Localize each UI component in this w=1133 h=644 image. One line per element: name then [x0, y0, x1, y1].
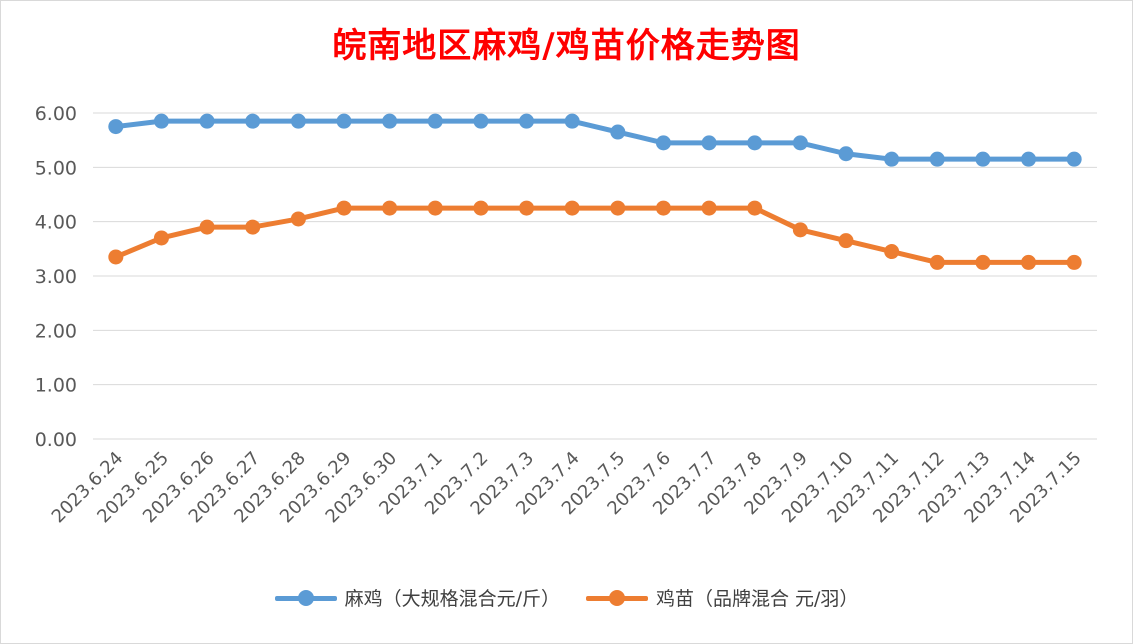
data-point[interactable]: [153, 113, 169, 129]
data-point[interactable]: [336, 113, 352, 129]
data-point[interactable]: [290, 113, 306, 129]
y-tick-label: 4.00: [35, 212, 77, 234]
series-2: [108, 200, 1082, 270]
data-point[interactable]: [747, 135, 763, 151]
data-point[interactable]: [1066, 151, 1082, 167]
data-point[interactable]: [382, 113, 398, 129]
data-point[interactable]: [473, 200, 489, 216]
series-1: [108, 113, 1082, 167]
data-point[interactable]: [838, 233, 854, 249]
data-point[interactable]: [108, 249, 124, 265]
y-axis-tick-labels: 0.00 1.00 2.00 3.00 4.00 5.00 6.00: [35, 103, 77, 451]
data-point[interactable]: [153, 230, 169, 246]
y-tick-label: 1.00: [35, 375, 77, 397]
data-point[interactable]: [975, 254, 991, 270]
series-lines: [108, 113, 1082, 270]
data-point[interactable]: [701, 200, 717, 216]
data-point[interactable]: [838, 146, 854, 162]
data-point[interactable]: [245, 219, 261, 235]
data-point[interactable]: [747, 200, 763, 216]
x-axis-tick-labels: 2023.6.242023.6.252023.6.262023.6.272023…: [48, 448, 1086, 528]
data-point[interactable]: [884, 244, 900, 260]
y-tick-label: 6.00: [35, 103, 77, 125]
data-point[interactable]: [655, 200, 671, 216]
data-point[interactable]: [519, 113, 535, 129]
data-point[interactable]: [290, 211, 306, 227]
chart-title: 皖南地区麻鸡/鸡苗价格走势图: [332, 26, 801, 66]
legend-label-series-1: 麻鸡（大规格混合元/斤）: [344, 588, 560, 610]
data-point[interactable]: [929, 254, 945, 270]
data-point[interactable]: [564, 113, 580, 129]
y-tick-label: 3.00: [35, 266, 77, 288]
series-line: [113, 205, 1077, 265]
data-point[interactable]: [929, 151, 945, 167]
y-tick-label: 2.00: [35, 320, 77, 342]
data-point[interactable]: [336, 200, 352, 216]
data-point[interactable]: [610, 124, 626, 140]
data-point[interactable]: [199, 219, 215, 235]
data-point[interactable]: [427, 200, 443, 216]
legend-swatch-series-1: [274, 589, 337, 606]
series-line: [113, 118, 1077, 162]
data-point[interactable]: [199, 113, 215, 129]
data-point[interactable]: [655, 135, 671, 151]
data-point[interactable]: [108, 119, 124, 135]
legend-label-series-2: 鸡苗（品牌混合 元/羽）: [655, 588, 859, 610]
data-point[interactable]: [884, 151, 900, 167]
data-point[interactable]: [382, 200, 398, 216]
data-point[interactable]: [245, 113, 261, 129]
data-point[interactable]: [1066, 254, 1082, 270]
data-point[interactable]: [792, 135, 808, 151]
legend-item-series-1[interactable]: 麻鸡（大规格混合元/斤）: [274, 584, 560, 611]
data-point[interactable]: [975, 151, 991, 167]
y-tick-label: 0.00: [35, 429, 77, 451]
legend-item-series-2[interactable]: 鸡苗（品牌混合 元/羽）: [585, 584, 859, 611]
grid-lines: [93, 112, 1097, 440]
data-point[interactable]: [427, 113, 443, 129]
legend: 麻鸡（大规格混合元/斤） 鸡苗（品牌混合 元/羽）: [0, 584, 1133, 611]
data-point[interactable]: [519, 200, 535, 216]
data-point[interactable]: [792, 222, 808, 238]
data-point[interactable]: [610, 200, 626, 216]
legend-swatch-series-2: [585, 589, 648, 606]
data-point[interactable]: [1021, 151, 1037, 167]
data-point[interactable]: [473, 113, 489, 129]
data-point[interactable]: [564, 200, 580, 216]
y-tick-label: 5.00: [35, 157, 77, 179]
data-point[interactable]: [1021, 254, 1037, 270]
data-point[interactable]: [701, 135, 717, 151]
